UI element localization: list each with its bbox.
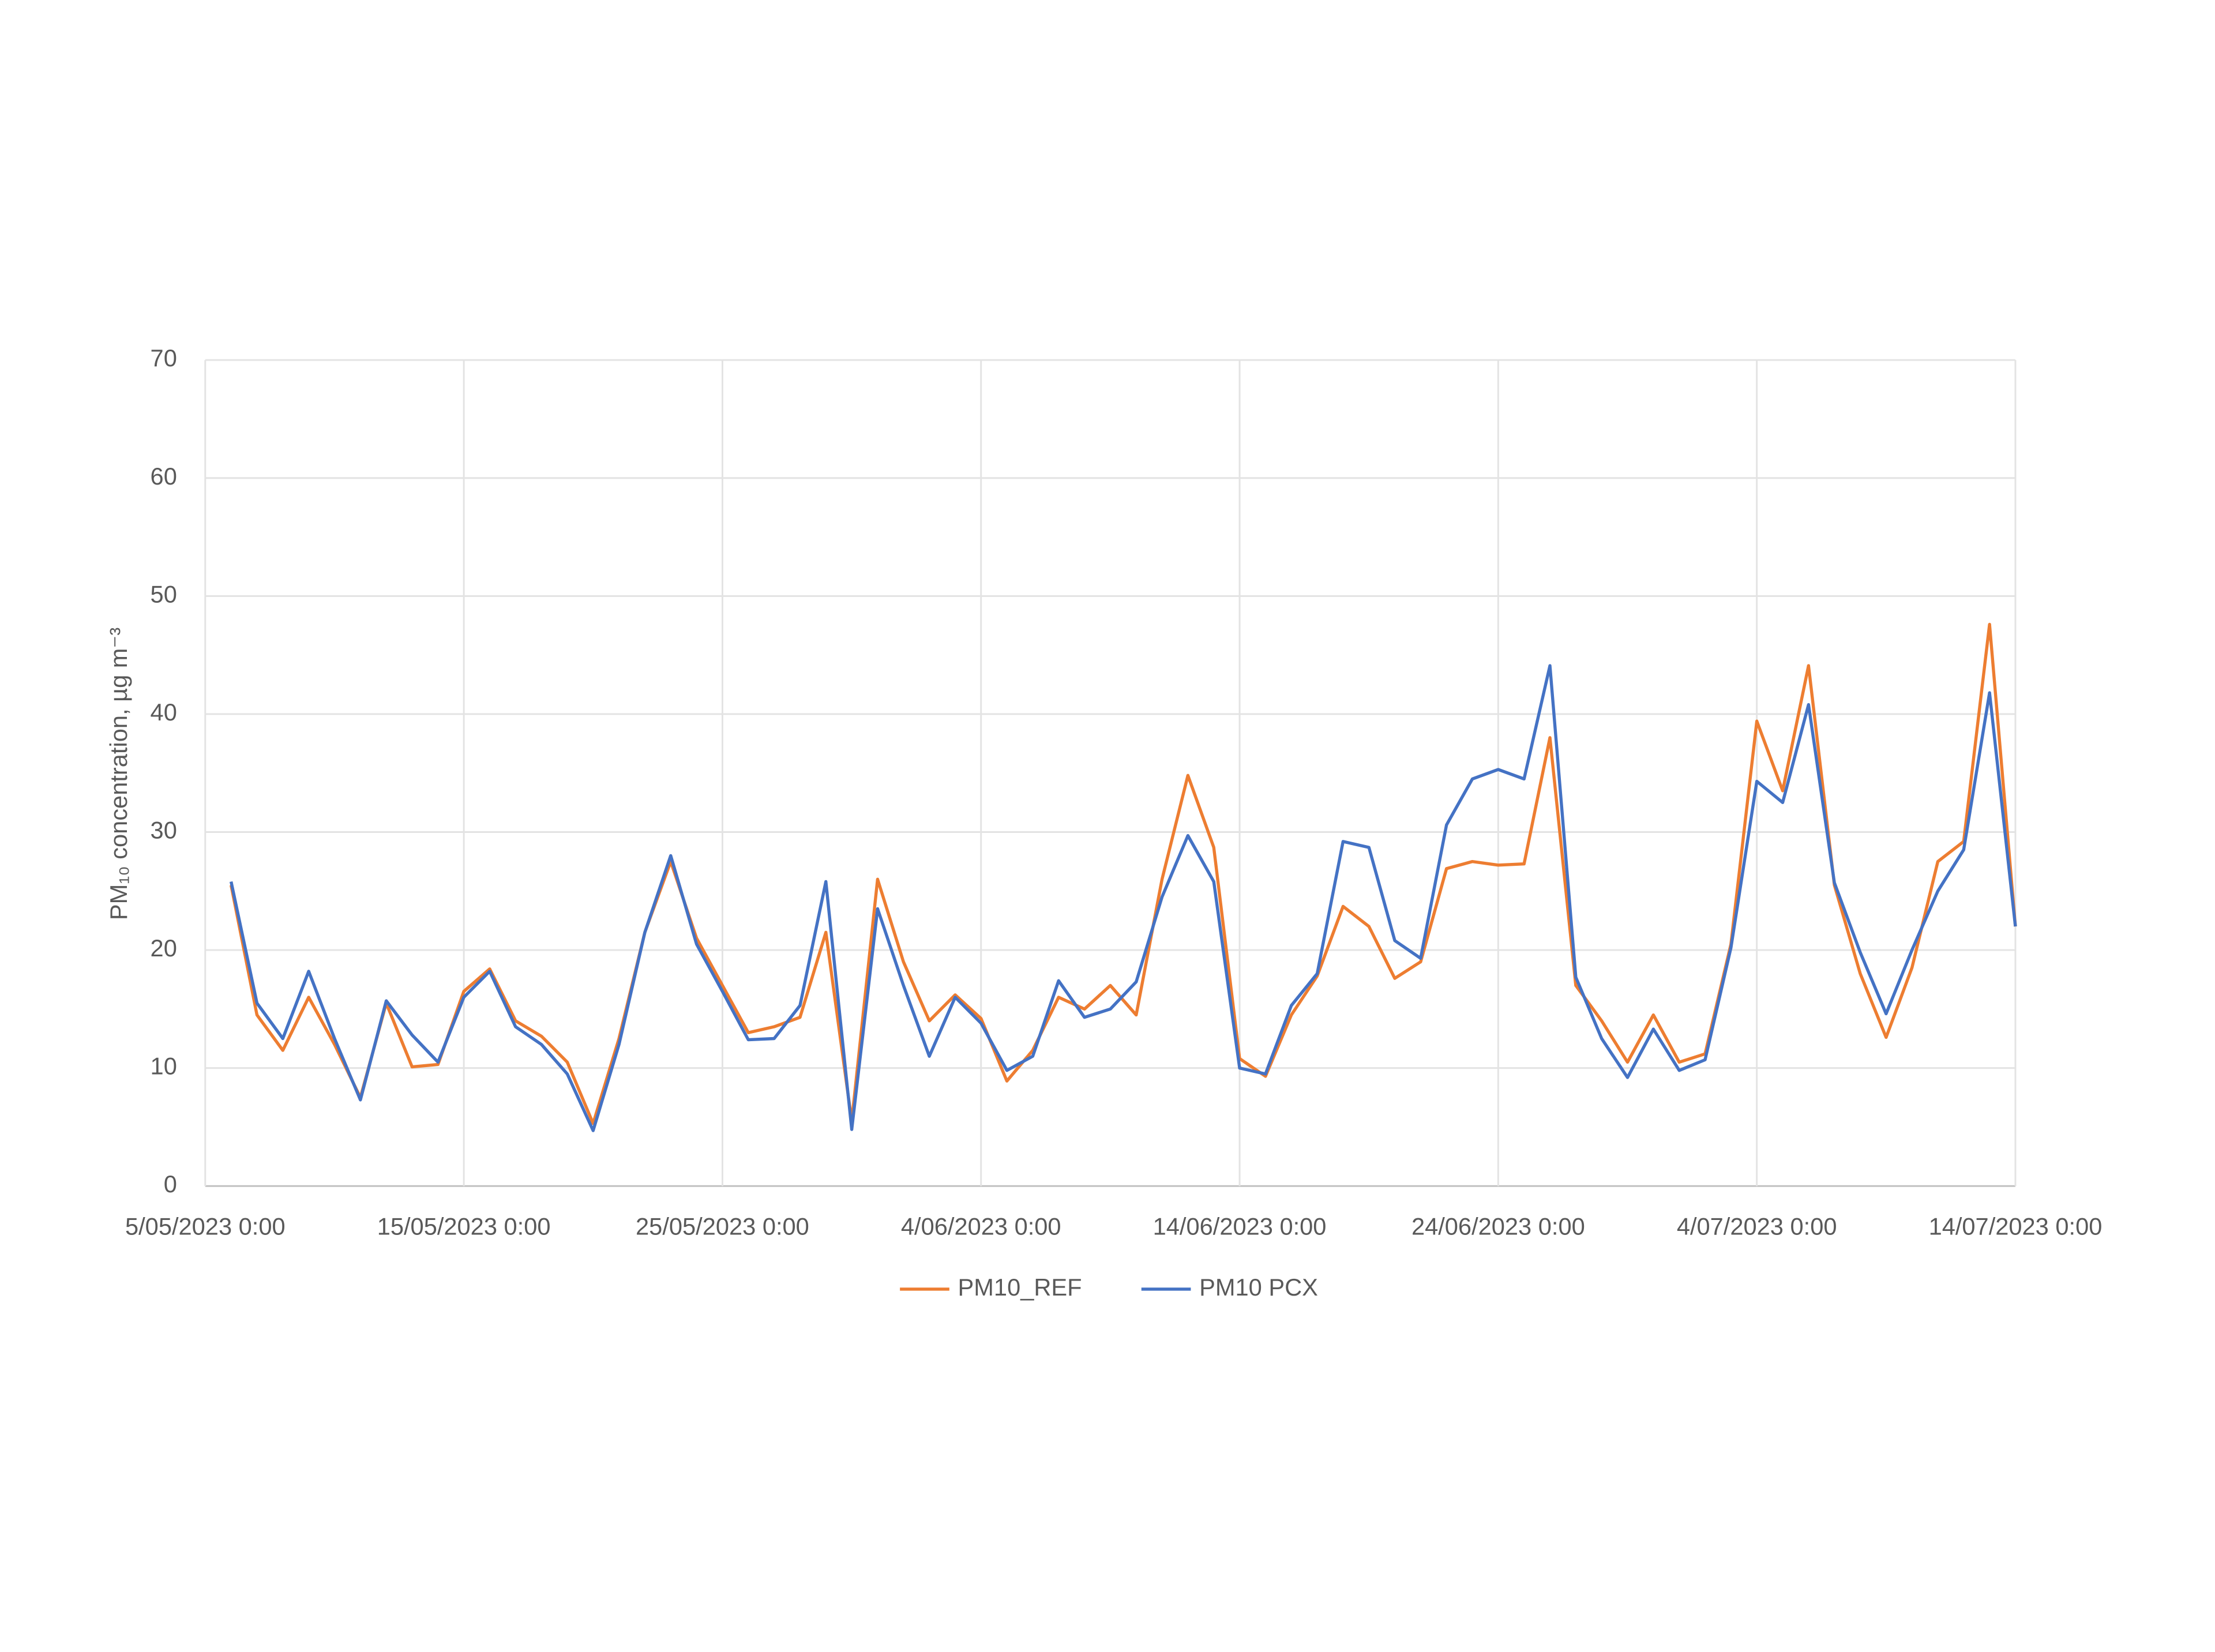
y-tick-label: 10 <box>151 1053 177 1080</box>
labels: 0 10 20 30 40 50 60 70 5/05/2023 0:00 15/05/2023 … <box>125 344 2102 1301</box>
x-tick-label: 14/06/2023 0:00 <box>1153 1213 1327 1240</box>
y-axis-title: PM₁₀ concentration, µg m⁻³ <box>105 628 132 921</box>
x-tick-label: 15/05/2023 0:00 <box>377 1213 551 1240</box>
legend-label: PM10_REF <box>958 1274 1082 1301</box>
y-tick-label: 50 <box>151 580 177 607</box>
data-line <box>230 664 2017 1132</box>
x-tick-label: 4/07/2023 0:00 <box>1677 1213 1837 1240</box>
x-tick-label: 4/06/2023 0:00 <box>901 1213 1061 1240</box>
y-tick-label: 60 <box>151 463 177 490</box>
plot-lines <box>229 622 2017 1132</box>
legend-label: PM10 PCX <box>1199 1274 1318 1301</box>
y-tick-label: 30 <box>151 816 177 843</box>
y-tick-label: 20 <box>151 934 177 962</box>
x-tick-label: 25/05/2023 0:00 <box>636 1213 809 1240</box>
x-tick-label: 14/07/2023 0:00 <box>1929 1213 2103 1240</box>
y-tick-label: 70 <box>151 344 177 371</box>
x-tick-label: 24/06/2023 0:00 <box>1411 1213 1585 1240</box>
y-tick-label: 0 <box>164 1170 177 1197</box>
x-tick-label: 5/05/2023 0:00 <box>125 1213 286 1240</box>
y-tick-label: 40 <box>151 699 177 726</box>
grid <box>204 359 2017 1187</box>
